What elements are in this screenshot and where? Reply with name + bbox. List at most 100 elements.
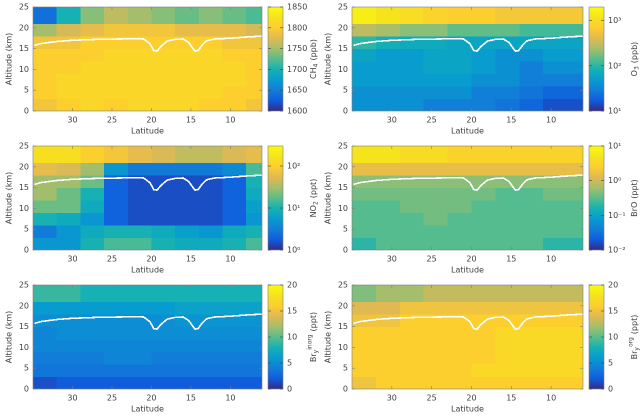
heatmap-cell (543, 48, 568, 62)
heatmap-cell (423, 61, 449, 75)
y-tick-label: 25 (338, 3, 348, 12)
heatmap-cell (399, 225, 425, 239)
x-tick-label: 30 (67, 394, 77, 403)
heatmap-cell (56, 86, 81, 100)
heatmap-cell (246, 175, 262, 189)
y-axis-label: Altitude (km) (324, 33, 333, 85)
heatmap-cell (80, 36, 105, 50)
heatmap-cell (375, 175, 401, 189)
heatmap-cells (352, 285, 583, 389)
heatmap-cell (399, 351, 425, 365)
heatmap-cell (33, 48, 58, 62)
heatmap-cell (222, 61, 247, 75)
heatmap-cell (543, 146, 568, 164)
x-tick-label: 25 (427, 116, 437, 125)
heatmap-cell (471, 351, 496, 365)
x-tick-label: 15 (186, 394, 196, 403)
heatmap-cell (375, 86, 401, 100)
heatmap-cell (423, 162, 449, 176)
heatmap-cell (567, 23, 583, 37)
heatmap-cell (399, 98, 425, 111)
heatmap-cell (80, 326, 105, 340)
heatmap-cells (33, 146, 262, 250)
heatmap-cell (543, 285, 568, 303)
heatmap-cell (352, 98, 377, 111)
heatmap-cell (447, 364, 473, 378)
heatmap-cell (56, 285, 81, 303)
heatmap-cell (543, 61, 568, 75)
colorbar-label: NO2 (ppt) (309, 179, 320, 218)
heatmap-cell (33, 146, 58, 164)
heatmap-cell (423, 146, 449, 164)
heatmap-cell (495, 187, 520, 201)
heatmap-cell (495, 376, 520, 389)
heatmap-cell (375, 98, 401, 111)
x-axis-label: Latitude (451, 405, 484, 414)
heatmap-cell (519, 7, 544, 25)
colorbar-label-sub: y (312, 349, 319, 353)
y-tick-label: 0 (343, 107, 348, 116)
x-tick-label: 20 (146, 255, 156, 264)
heatmap-cell (423, 23, 449, 37)
heatmap-cell (399, 364, 425, 378)
y-tick-label: 20 (338, 23, 348, 32)
heatmap-cell (519, 61, 544, 75)
colorbar (588, 145, 605, 251)
colorbar-tick-label: 10¹ (287, 204, 300, 213)
colorbar-tick-label: 1600 (287, 107, 307, 116)
heatmap-cell (80, 162, 105, 176)
heatmap-cell (471, 7, 496, 25)
heatmap-cell (222, 86, 247, 100)
heatmap-cell (56, 73, 81, 87)
heatmap-cell (543, 237, 568, 250)
heatmap-cell (246, 301, 262, 315)
heatmap-cell (222, 326, 247, 340)
tropopause-line (34, 35, 262, 52)
heatmap-cell (127, 61, 153, 75)
heatmap-cell (375, 212, 401, 226)
heatmap-cell (80, 73, 105, 87)
heatmap-cell (375, 376, 401, 389)
colorbar-tick-label: 10 (608, 333, 618, 342)
heatmap-cell (222, 162, 247, 176)
heatmap-cell (495, 212, 520, 226)
heatmap-cell (151, 146, 176, 164)
heatmap-cell (222, 314, 247, 328)
heatmap-cell (519, 351, 544, 365)
colorbar-tick-label: 1650 (287, 86, 307, 95)
y-tick-label: 25 (19, 281, 29, 290)
heatmap-cell (399, 23, 425, 37)
colorbar-label-unit: (ppt) (309, 312, 318, 332)
heatmap-cell (471, 61, 496, 75)
panel: 30 25 20 15 10 0 5 10 15 20 25 Latitude Altitude (km… (5, 281, 320, 414)
heatmap-cell (375, 61, 401, 75)
colorbar-label-sub: 4 (312, 63, 319, 67)
heatmap-cell (495, 36, 520, 50)
heatmap-cells (33, 285, 262, 389)
heatmap-cell (56, 364, 81, 378)
heatmap-cell (495, 200, 520, 214)
y-tick-label: 5 (343, 225, 348, 234)
heatmap-cell (495, 48, 520, 62)
heatmap-cell (175, 7, 200, 25)
heatmap-cell (543, 314, 568, 328)
heatmap-cell (33, 376, 58, 389)
heatmap-cell (104, 61, 129, 75)
y-tick-label: 15 (338, 183, 348, 192)
y-tick-label: 10 (338, 204, 348, 213)
x-tick-label: 25 (427, 255, 437, 264)
heatmap-cell (80, 314, 105, 328)
colorbar-tick-label: 15 (608, 307, 618, 316)
heatmap-cell (33, 23, 58, 37)
panel: 30 25 20 15 10 0 5 10 15 20 25 Latitude Altitude (km… (5, 142, 320, 275)
heatmap-cell (151, 7, 176, 25)
heatmap-cells (352, 7, 583, 111)
heatmap-cell (175, 175, 200, 189)
heatmap-cell (33, 86, 58, 100)
heatmap-cell (127, 285, 153, 303)
colorbar-label: Bryorg (ppt) (627, 315, 640, 360)
heatmap-cell (80, 237, 105, 250)
colorbar-label-sub: 3 (633, 66, 640, 70)
heatmap-cell (151, 175, 176, 189)
heatmap-cell (447, 339, 473, 353)
